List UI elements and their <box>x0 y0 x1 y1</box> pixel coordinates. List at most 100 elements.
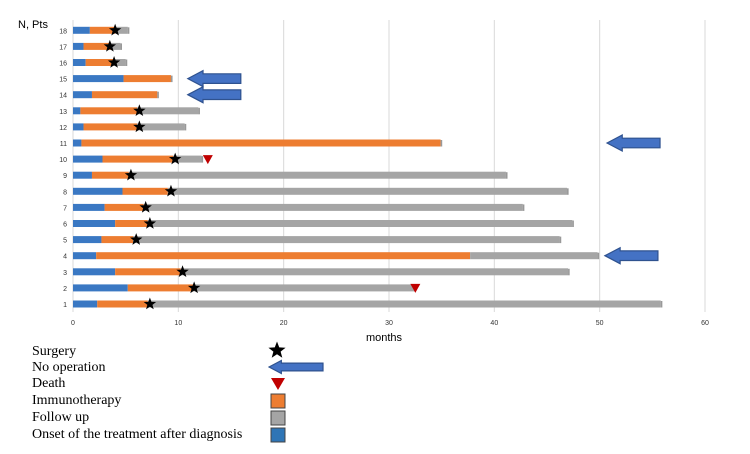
onset-segment <box>73 187 123 195</box>
y-tick-label: 7 <box>63 205 67 212</box>
follow-up-segment <box>113 59 126 66</box>
y-tick-label: 10 <box>59 157 67 164</box>
follow-up-segment <box>137 123 185 131</box>
legend-label: No operation <box>32 360 106 375</box>
bar-end-cap <box>127 27 130 34</box>
follow-up-segment <box>173 155 202 163</box>
legend-swatch-icon <box>270 427 286 443</box>
x-tick-label: 60 <box>701 320 709 327</box>
surgery-star-icon <box>133 120 146 133</box>
follow-up-segment <box>167 187 568 195</box>
onset-segment <box>73 236 102 244</box>
legend: Surgery No operation Death Immunotherapy Fol… <box>32 341 352 450</box>
immunotherapy-segment <box>85 59 114 66</box>
arrow-left-icon <box>268 359 324 375</box>
follow-up-segment <box>180 268 569 276</box>
legend-item: Onset of the treatment after diagnosis <box>32 427 352 443</box>
x-tick-label: 50 <box>596 320 604 327</box>
x-tick-label: 0 <box>71 320 75 327</box>
legend-label: Death <box>32 376 66 391</box>
onset-segment <box>73 123 84 131</box>
triangle-down-icon <box>271 378 285 390</box>
bar-end-cap <box>125 59 128 66</box>
y-tick-label: 8 <box>63 189 67 196</box>
immunotherapy-segment <box>81 139 441 147</box>
bar-end-cap <box>201 156 204 163</box>
x-tick-label: 10 <box>174 320 182 327</box>
bar-end-cap <box>572 220 574 227</box>
immunotherapy-segment <box>83 42 111 50</box>
legend-item: Immunotherapy <box>32 393 352 409</box>
x-tick-label: 30 <box>385 320 393 327</box>
surgery-star-icon <box>124 168 138 181</box>
y-tick-label: 13 <box>59 109 67 116</box>
onset-segment <box>73 300 98 308</box>
onset-segment <box>73 91 92 99</box>
legend-label: Onset of the treatment after diagnosis <box>32 427 243 442</box>
surgery-star-icon <box>107 56 121 68</box>
y-tick-label: 9 <box>63 173 67 180</box>
bar-end-cap <box>660 301 663 308</box>
surgery-star-icon <box>130 233 143 245</box>
onset-segment <box>73 203 105 211</box>
no-operation-arrow-icon <box>186 85 242 104</box>
legend-swatch-icon <box>270 410 286 426</box>
bar-end-cap <box>157 91 159 99</box>
immunotherapy-segment <box>104 203 144 211</box>
onset-segment <box>73 252 97 260</box>
immunotherapy-segment <box>91 171 129 179</box>
onset-segment <box>73 59 86 66</box>
onset-segment <box>73 284 128 292</box>
follow-up-segment <box>143 203 523 211</box>
legend-item: Death <box>32 376 352 392</box>
surgery-star-icon <box>139 200 152 213</box>
bar-end-cap <box>184 123 187 131</box>
bar-end-cap <box>597 252 600 260</box>
bar-end-cap <box>522 204 525 211</box>
star-icon <box>268 341 286 358</box>
legend-label: Surgery <box>32 344 77 359</box>
y-tick-label: 3 <box>63 270 67 277</box>
follow-up-segment <box>128 171 506 179</box>
y-tick-label: 18 <box>59 28 67 35</box>
surgery-star-icon <box>168 152 182 165</box>
bar-end-cap <box>440 140 443 147</box>
surgery-star-icon <box>176 265 189 278</box>
legend-item: No operation <box>32 359 352 376</box>
legend-label: Immunotherapy <box>32 393 122 408</box>
onset-segment <box>73 107 81 115</box>
markers-layer <box>103 23 661 310</box>
bar-end-cap <box>567 188 569 195</box>
follow-up-segment <box>147 220 573 227</box>
legend-item: Surgery <box>32 341 352 360</box>
follow-up-segment <box>115 26 128 34</box>
immunotherapy-segment <box>97 300 148 308</box>
onset-segment <box>73 26 90 34</box>
y-tick-label: 6 <box>63 222 67 229</box>
y-tick-label: 4 <box>63 254 67 261</box>
y-tick-label: 5 <box>63 238 67 245</box>
immunotherapy-segment <box>122 187 168 195</box>
onset-segment <box>73 42 84 50</box>
x-axis-label: months <box>366 332 403 344</box>
grid-lines <box>72 20 706 312</box>
follow-up-segment <box>193 284 415 292</box>
onset-segment <box>73 139 82 147</box>
onset-segment <box>73 75 124 83</box>
bar-end-cap <box>170 75 173 83</box>
immunotherapy-segment <box>123 75 171 83</box>
surgery-star-icon <box>143 217 157 229</box>
bar-end-cap <box>505 172 508 179</box>
death-triangle-icon <box>202 155 213 165</box>
onset-segment <box>73 155 103 163</box>
y-axis-label: N, Pts <box>18 19 48 31</box>
immunotherapy-segment <box>115 268 181 276</box>
surgery-star-icon <box>108 23 122 36</box>
y-tick-label: 14 <box>59 93 67 100</box>
legend-swatch-icon <box>270 393 286 409</box>
legend-item: Follow up <box>32 410 352 426</box>
immunotherapy-segment <box>101 236 134 244</box>
legend-label: Follow up <box>32 410 90 425</box>
